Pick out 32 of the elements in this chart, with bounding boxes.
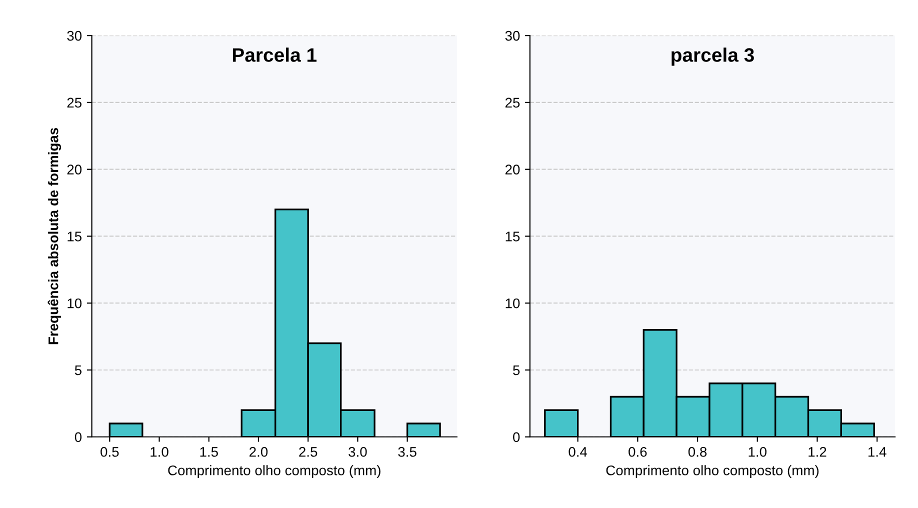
x-tick-label: 0.4 xyxy=(568,446,588,457)
x-tick-label: 2.0 xyxy=(250,446,268,457)
x-tick-label: 1.0 xyxy=(150,446,168,457)
text: parcela 3 xyxy=(672,48,754,66)
y-tick-label: 15 xyxy=(506,232,520,242)
y-tick-label: 15 xyxy=(68,232,82,242)
y-tick-label: 25 xyxy=(67,98,82,108)
x-axis-title: Comprimento olho composto (mm) xyxy=(606,465,819,478)
x-tick-label: 0.5 xyxy=(100,446,119,457)
x-tick-label: 1.5 xyxy=(200,447,218,457)
y-tick-label: 10 xyxy=(68,298,82,308)
x-tick-label: 1.0 xyxy=(748,446,766,457)
x-tick-label: 2.5 xyxy=(299,446,318,457)
y-tick-label: 5 xyxy=(74,365,82,376)
y-tick-label: 5 xyxy=(513,365,520,376)
y-tick-label: 30 xyxy=(505,30,520,41)
y-tick-label: 30 xyxy=(67,30,82,41)
y-tick-label: 20 xyxy=(67,164,82,175)
x-tick-label: 1.2 xyxy=(808,446,826,457)
y-tick-label: 10 xyxy=(506,298,520,308)
y-axis-title: Frequência absoluta de formigas xyxy=(48,128,62,344)
x-tick-label: 3.0 xyxy=(348,446,367,457)
x-tick-label: 3.5 xyxy=(398,446,416,457)
x-tick-label: 0.6 xyxy=(628,446,647,457)
y-tick-label: 20 xyxy=(505,164,520,175)
x-tick-label: 1.4 xyxy=(868,447,886,457)
x-tick-label: 0.8 xyxy=(688,446,707,457)
y-tick-label: 25 xyxy=(505,98,520,108)
y-tick-label: 0 xyxy=(74,432,82,442)
x-axis-title: Comprimento olho composto (mm) xyxy=(168,465,380,478)
y-tick-label: 0 xyxy=(513,432,520,442)
chart-title: Parcela 1 xyxy=(232,48,317,62)
